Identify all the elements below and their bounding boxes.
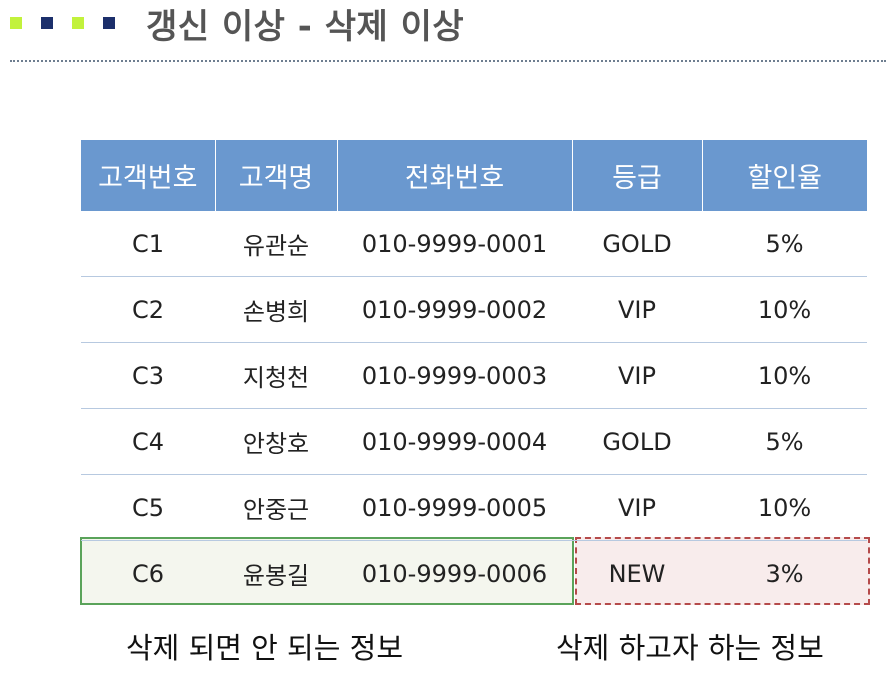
cell-grade: VIP [572,474,702,541]
cell-customer-id: C5 [81,474,215,541]
cell-customer-id: C1 [81,211,215,277]
cell-phone: 010-9999-0002 [337,276,572,343]
slide-header: 갱신 이상 - 삭제 이상 [0,0,888,62]
cell-customer-id: C4 [81,408,215,475]
cell-phone: 010-9999-0005 [337,474,572,541]
cell-grade: NEW [608,559,666,588]
cell-customer-name: 안중근 [215,474,337,541]
page-title: 갱신 이상 - 삭제 이상 [146,7,465,47]
column-header-customer-id: 고객번호 [81,140,216,211]
cell-phone: 010-9999-0003 [337,342,572,409]
table-row: C1 유관순 010-9999-0001 GOLD 5% [81,211,867,277]
table-row: C5 안중근 010-9999-0005 VIP 10% [81,474,867,541]
cell-customer-name: 안창호 [215,408,337,475]
cell-phone: 010-9999-0006 [361,559,548,588]
column-header-phone: 전화번호 [337,140,573,211]
delete-info-highlight [575,537,870,605]
customer-table: 고객번호 고객명 전화번호 등급 할인율 C1 유관순 010-9999-000… [81,140,867,606]
table-row-highlighted: C6 윤봉길 010-9999-0006 NEW 3% [81,541,867,607]
cell-customer-name: 유관순 [215,211,337,277]
bullet-square-icon [72,17,84,29]
cell-grade: VIP [572,276,702,343]
cell-phone: 010-9999-0004 [337,408,572,475]
cell-customer-name: 지청천 [215,342,337,409]
table-row: C2 손병희 010-9999-0002 VIP 10% [81,276,867,343]
column-header-grade: 등급 [572,140,703,211]
cell-grade: VIP [572,342,702,409]
bullet-square-icon [10,17,22,29]
title-divider [10,60,886,62]
table-row: C3 지청천 010-9999-0003 VIP 10% [81,342,867,409]
caption-keep-info: 삭제 되면 안 되는 정보 [126,631,403,665]
cell-discount: 10% [702,276,867,343]
cell-grade: GOLD [572,211,702,277]
cell-customer-name: 손병희 [215,276,337,343]
cell-discount: 5% [702,408,867,475]
bullet-square-icon [41,17,53,29]
cell-discount: 3% [765,559,804,588]
cell-customer-name: 윤봉길 [242,562,310,590]
cell-customer-id: C6 [131,559,165,588]
cell-customer-id: C3 [81,342,215,409]
column-header-discount: 할인율 [702,140,867,211]
cell-discount: 5% [702,211,867,277]
cell-grade: GOLD [572,408,702,475]
bullet-square-icon [103,17,115,29]
table-header-row: 고객번호 고객명 전화번호 등급 할인율 [81,140,867,211]
cell-customer-id: C2 [81,276,215,343]
caption-delete-info: 삭제 하고자 하는 정보 [556,631,824,665]
cell-discount: 10% [702,474,867,541]
table-row: C4 안창호 010-9999-0004 GOLD 5% [81,408,867,475]
cell-discount: 10% [702,342,867,409]
cell-phone: 010-9999-0001 [337,211,572,277]
column-header-customer-name: 고객명 [215,140,338,211]
